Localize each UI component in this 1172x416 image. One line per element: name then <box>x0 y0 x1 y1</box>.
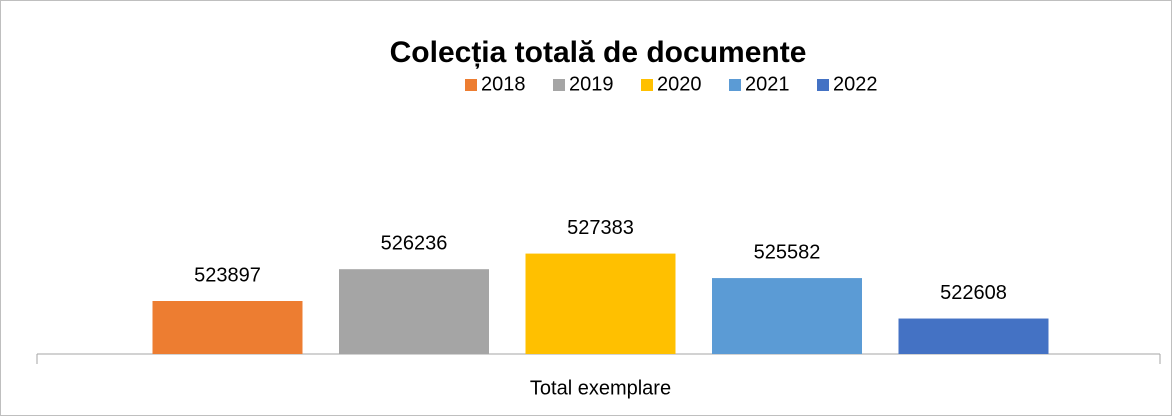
bar <box>152 301 303 354</box>
legend-swatch <box>729 79 741 91</box>
legend-swatch <box>465 79 477 91</box>
data-label: 526236 <box>381 232 448 254</box>
legend-swatch <box>553 79 565 91</box>
data-label: 522608 <box>940 282 1007 304</box>
bar <box>712 278 862 354</box>
data-label: 527383 <box>567 217 634 239</box>
data-label: 523897 <box>194 264 261 286</box>
legend-label: 2021 <box>745 73 790 95</box>
bar <box>898 318 1049 354</box>
bar <box>525 253 676 354</box>
legend-swatch <box>817 79 829 91</box>
legend-label: 2019 <box>569 73 614 95</box>
bar <box>339 269 489 354</box>
legend-swatch <box>641 79 653 91</box>
legend-label: 2018 <box>481 73 526 95</box>
legend-label: 2022 <box>833 73 878 95</box>
chart-title: Colecția totală de documente <box>390 36 807 69</box>
legend-label: 2020 <box>657 73 702 95</box>
x-tick-label: Total exemplare <box>530 377 671 399</box>
data-label: 525582 <box>754 241 821 263</box>
